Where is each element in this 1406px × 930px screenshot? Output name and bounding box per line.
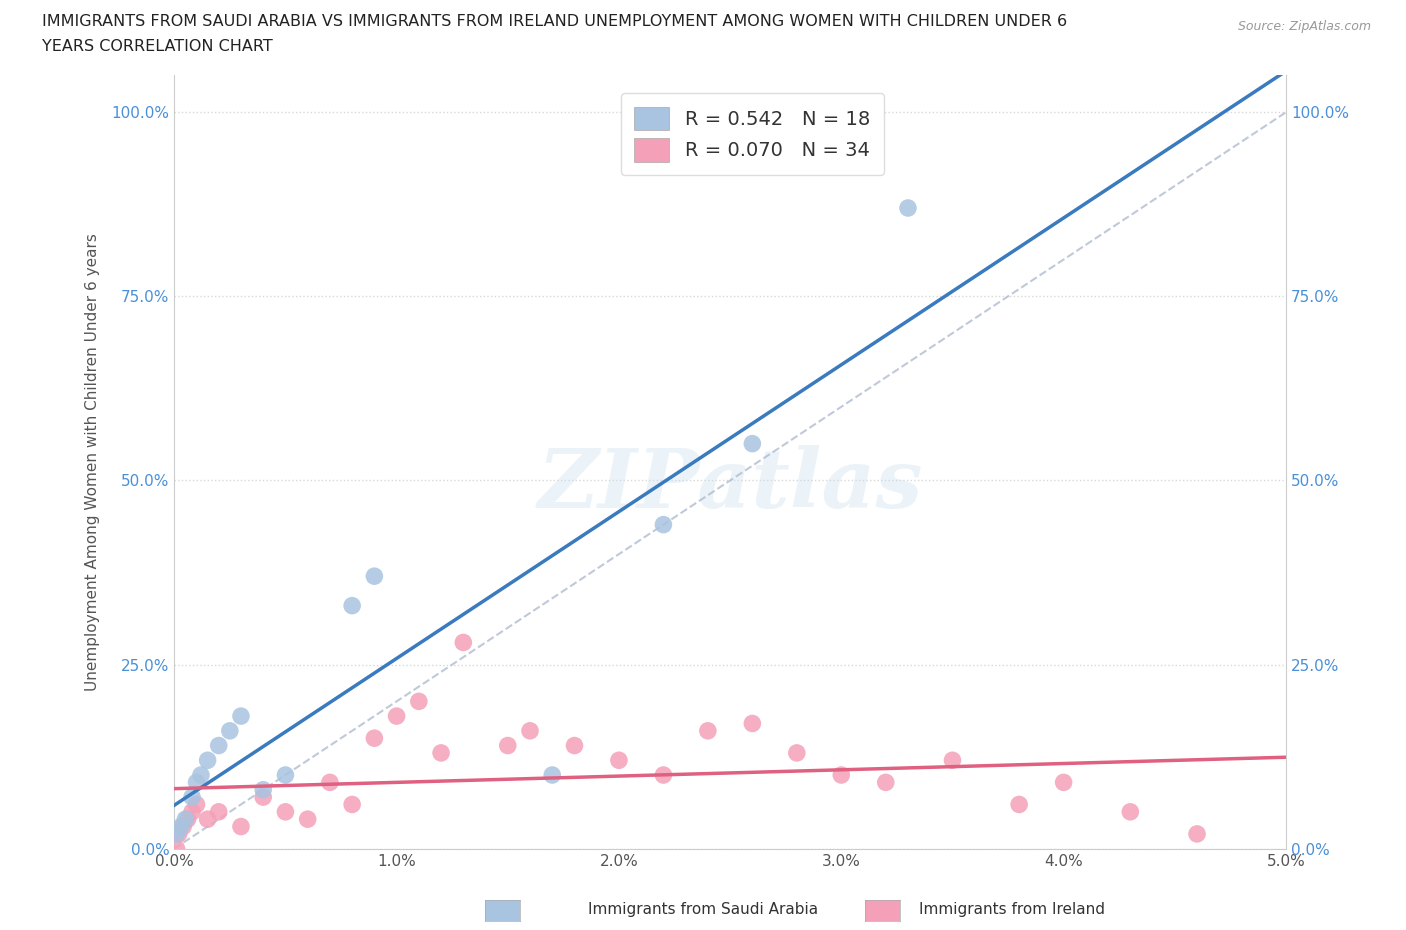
Point <box>274 804 297 819</box>
Text: YEARS CORRELATION CHART: YEARS CORRELATION CHART <box>42 39 273 54</box>
Point <box>197 752 219 767</box>
Point <box>340 598 363 613</box>
Point <box>1008 797 1031 812</box>
Point <box>696 724 718 738</box>
Y-axis label: Unemployment Among Women with Children Under 6 years: Unemployment Among Women with Children U… <box>86 233 100 691</box>
Point <box>218 724 240 738</box>
Point <box>519 724 541 738</box>
Point <box>186 775 208 790</box>
Point <box>229 709 252 724</box>
Point <box>166 842 188 857</box>
Point <box>252 782 274 797</box>
Point <box>941 752 963 767</box>
Point <box>496 738 519 753</box>
Point <box>564 738 586 753</box>
Point <box>408 694 430 709</box>
Point <box>181 804 204 819</box>
Point <box>453 635 475 650</box>
Point <box>176 812 198 827</box>
Point <box>652 767 675 782</box>
Point <box>181 790 204 804</box>
Point <box>385 709 408 724</box>
Point <box>430 746 453 761</box>
Point <box>197 812 219 827</box>
Point <box>363 731 385 746</box>
Point <box>652 517 675 532</box>
Point <box>172 819 194 834</box>
Point <box>363 569 385 584</box>
Point <box>1119 804 1142 819</box>
Point <box>1185 827 1208 842</box>
Point <box>897 201 920 216</box>
Point <box>274 767 297 782</box>
Point <box>875 775 897 790</box>
Point <box>297 812 319 827</box>
Point <box>607 752 630 767</box>
Point <box>186 797 208 812</box>
Point <box>208 738 231 753</box>
Point <box>541 767 564 782</box>
Text: Immigrants from Ireland: Immigrants from Ireland <box>920 902 1105 917</box>
Point <box>174 812 197 827</box>
Legend: R = 0.542   N = 18, R = 0.070   N = 34: R = 0.542 N = 18, R = 0.070 N = 34 <box>621 93 884 176</box>
Point <box>741 716 763 731</box>
Point <box>166 827 188 842</box>
Text: Source: ZipAtlas.com: Source: ZipAtlas.com <box>1237 20 1371 33</box>
Point <box>190 767 212 782</box>
Point <box>319 775 342 790</box>
Point <box>170 819 193 834</box>
Point <box>252 790 274 804</box>
Text: IMMIGRANTS FROM SAUDI ARABIA VS IMMIGRANTS FROM IRELAND UNEMPLOYMENT AMONG WOMEN: IMMIGRANTS FROM SAUDI ARABIA VS IMMIGRAN… <box>42 14 1067 29</box>
Point <box>340 797 363 812</box>
Point <box>830 767 852 782</box>
Point <box>208 804 231 819</box>
Text: Immigrants from Saudi Arabia: Immigrants from Saudi Arabia <box>588 902 818 917</box>
Point <box>1052 775 1074 790</box>
Point <box>167 827 190 842</box>
Point <box>741 436 763 451</box>
Point <box>786 746 808 761</box>
Text: ZIPatlas: ZIPatlas <box>537 445 922 525</box>
Point <box>229 819 252 834</box>
